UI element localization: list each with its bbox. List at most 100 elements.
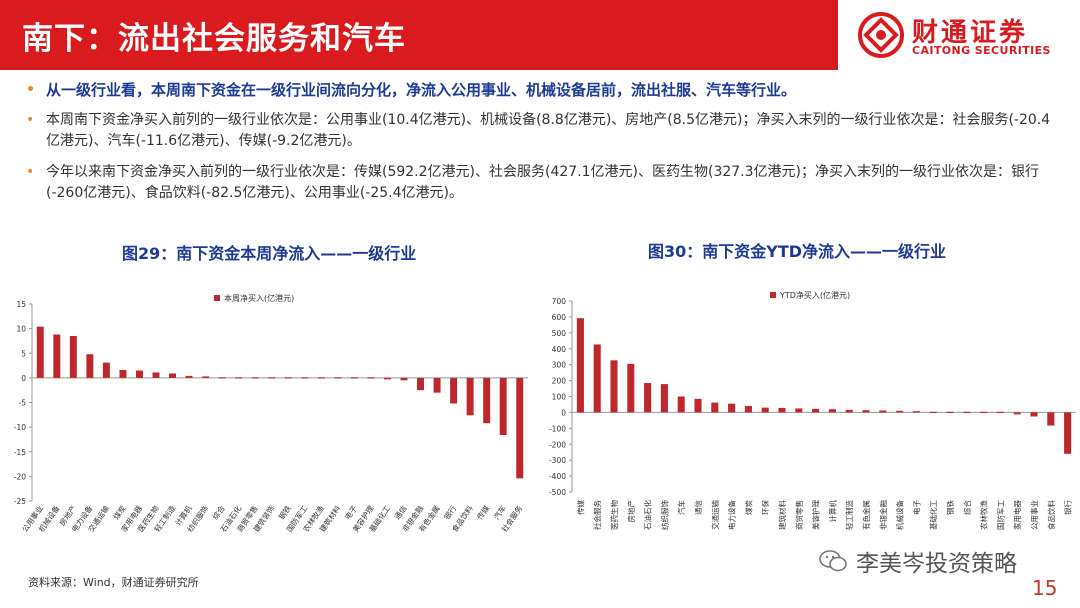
x-tick-label: 煤炭 (743, 500, 753, 515)
bullet-text: 从一级行业看，本周南下资金在一级行业间流向分化，净流入公用事业、机械设备居前，流… (46, 81, 797, 99)
bar (828, 409, 836, 413)
bar (367, 377, 375, 379)
source-note: 资料来源：Wind，财通证券研究所 (28, 576, 199, 589)
y-tick-label: 100 (552, 393, 567, 402)
bullet-dot-icon: • (26, 112, 35, 128)
bar (169, 373, 177, 378)
x-tick-label: 国防军工 (995, 500, 1005, 530)
bar (268, 377, 276, 379)
bar (86, 354, 94, 378)
x-tick-label: 轻工制造 (844, 500, 854, 530)
bar (499, 377, 507, 436)
y-tick-label: 0 (561, 408, 566, 417)
watermark: 李美岑投资策略 (856, 551, 1017, 577)
y-tick-label: -500 (549, 488, 566, 497)
y-tick-label: -400 (549, 472, 566, 481)
x-tick-label: 有色金属 (861, 500, 871, 530)
x-tick-label: 钢铁 (945, 500, 955, 515)
bar (996, 411, 1004, 414)
bar (812, 408, 820, 413)
bar (69, 336, 77, 378)
bar (744, 406, 752, 413)
bar (235, 377, 243, 379)
brand: 财通证券 CAITONG SECURITIES (858, 8, 1068, 62)
bar (862, 410, 870, 413)
x-tick-label: 家用电器 (1012, 500, 1022, 530)
y-tick-label: 10 (16, 325, 26, 334)
y-tick-label: -5 (19, 399, 27, 408)
bar (317, 377, 325, 379)
bar (1064, 412, 1072, 454)
header-bar: 南下：流出社会服务和汽车 (0, 0, 838, 70)
x-tick-label: 传媒 (475, 503, 492, 521)
bar (301, 377, 309, 379)
bar (350, 377, 358, 379)
bar (433, 377, 441, 393)
bar (218, 377, 226, 379)
x-tick-label: 农林牧渔 (979, 500, 989, 530)
bullet-text: 本周南下资金净买入前列的一级行业依次是：公用事业(10.4亿港元)、机械设备(8… (46, 112, 1051, 149)
y-tick-label: 600 (552, 313, 567, 322)
legend-swatch (214, 295, 220, 301)
y-tick-label: 400 (552, 345, 567, 354)
y-tick-label: 200 (552, 377, 567, 386)
bar (644, 382, 652, 413)
y-tick-label: -100 (549, 424, 566, 433)
bar (185, 375, 193, 378)
page-number: 15 (1032, 576, 1058, 600)
chart-title-ytd: 图30：南下资金YTD净流入——一级行业 (648, 242, 947, 261)
bar (845, 409, 853, 413)
bullet-item: • 本周南下资金净买入前列的一级行业依次是：公用事业(10.4亿港元)、机械设备… (22, 110, 1062, 152)
x-tick-label: 综合 (962, 500, 972, 515)
y-tick-label: 300 (552, 361, 567, 370)
x-tick-label: 医药生物 (609, 500, 619, 530)
y-tick-label: -10 (14, 423, 26, 432)
bar (896, 410, 904, 413)
ytd-flow-chart: -500 -400 -300 -200 -100 0 100 200 300 400 500 600 7… (549, 290, 1076, 530)
y-tick-label: 0 (21, 374, 26, 383)
bar (450, 377, 458, 404)
caitong-logo-icon (858, 12, 904, 58)
x-tick-label: 银行 (1063, 500, 1073, 515)
bar (677, 396, 685, 413)
bar (135, 370, 143, 378)
bar (1047, 412, 1055, 426)
bar (334, 377, 342, 379)
x-tick-label: 机械设备 (895, 500, 905, 530)
bar (383, 377, 391, 380)
x-tick-label: 食品饮料 (1046, 500, 1056, 530)
x-tick-label: 商贸零售 (794, 500, 804, 530)
bar (610, 360, 618, 413)
bar (417, 377, 425, 391)
y-tick-label: 5 (21, 349, 26, 358)
chart-title-weekly: 图29：南下资金本周净流入——一级行业 (122, 244, 417, 263)
bullet-item: • 今年以来南下资金净买入前列的一级行业依次是：传媒(592.2亿港元)、社会服… (22, 162, 1062, 204)
x-tick-label: 基础化工 (928, 500, 938, 530)
bar (879, 410, 887, 413)
bullet-dot-icon: • (26, 164, 35, 180)
bar (576, 318, 584, 413)
bar (284, 377, 292, 379)
bar (795, 408, 803, 413)
x-tick-label: 电力设备 (727, 500, 737, 530)
x-tick-label: 电子 (911, 500, 921, 515)
bar (516, 377, 524, 479)
brand-name-en: CAITONG SECURITIES (912, 44, 1051, 57)
bar (483, 377, 491, 424)
bar (728, 403, 736, 413)
x-tick-label: 汽车 (676, 500, 686, 515)
bar (711, 402, 719, 413)
x-tick-label: 石油石化 (643, 500, 653, 530)
bar (980, 411, 988, 414)
weekly-flow-chart: -25-20-15-10-5051015公用事业机械设备房地产电力设备交通运输煤… (14, 293, 528, 534)
bar (912, 411, 920, 413)
bar (53, 334, 61, 378)
y-tick-label: -20 (14, 472, 26, 481)
page-title: 南下：流出社会服务和汽车 (22, 21, 406, 57)
bar (1030, 412, 1038, 417)
bar (251, 377, 259, 379)
bar (36, 326, 44, 378)
x-tick-label: 公用事业 (1029, 500, 1039, 530)
x-tick-label: 计算机 (827, 500, 837, 523)
bar (119, 369, 127, 378)
